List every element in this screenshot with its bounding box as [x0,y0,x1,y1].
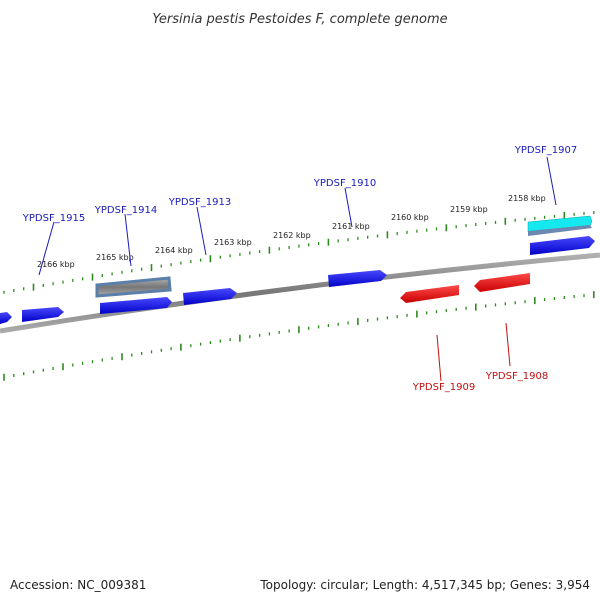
leader-line-1914 [124,213,132,267]
scale-ticks-forward [3,211,595,294]
gene-YPDSF_1909[interactable] [400,285,459,303]
scale-label-2164: 2164 kbp [155,246,193,255]
genome-summary-text: Topology: circular; Length: 4,517,345 bp… [260,578,590,592]
scale-ticks-reverse [3,291,595,381]
gene-label-1910[interactable]: YPDSF_1910 [313,178,376,189]
gene-label-1913[interactable]: YPDSF_1913 [168,197,231,208]
leader-line-1908 [505,322,511,367]
gene-label-1915[interactable]: YPDSF_1915 [22,213,85,224]
scale-label-2165: 2165 kbp [96,253,134,262]
gene-YPDSF_1908[interactable] [474,273,530,292]
scale-label-2159: 2159 kbp [450,205,488,214]
gene-label-1907[interactable]: YPDSF_1907 [514,145,577,156]
gene-YPDSF_1910[interactable] [328,270,387,287]
scale-label-2166: 2166 kbp [37,260,75,269]
leader-line-1909 [436,334,442,382]
scale-label-2161: 2161 kbp [332,222,370,231]
gene-YPDSF_1915[interactable] [22,307,64,322]
accession-text: Accession: NC_009381 [10,578,147,592]
scale-label-2160: 2160 kbp [391,213,429,222]
gene-label-1909[interactable]: YPDSF_1909 [412,382,475,393]
gene-YPDSF_1914[interactable] [95,276,172,314]
leader-line-1907 [546,156,557,206]
map-title: Yersinia pestis Pestoides F, complete ge… [152,12,447,27]
gene-YPDSF_1913[interactable] [183,288,237,305]
gene-partial-left[interactable] [0,312,12,324]
leader-line-1915 [38,221,55,276]
gene-YPDSF_1907[interactable] [527,215,595,255]
scale-label-2163: 2163 kbp [214,238,252,247]
leader-line-1913 [196,206,207,256]
leader-line-1910 [344,187,353,228]
gene-label-1908[interactable]: YPDSF_1908 [485,371,548,382]
gene-label-1914[interactable]: YPDSF_1914 [94,205,157,216]
scale-label-2158: 2158 kbp [508,194,546,203]
scale-label-2162: 2162 kbp [273,231,311,240]
genome-backbone [0,252,600,334]
